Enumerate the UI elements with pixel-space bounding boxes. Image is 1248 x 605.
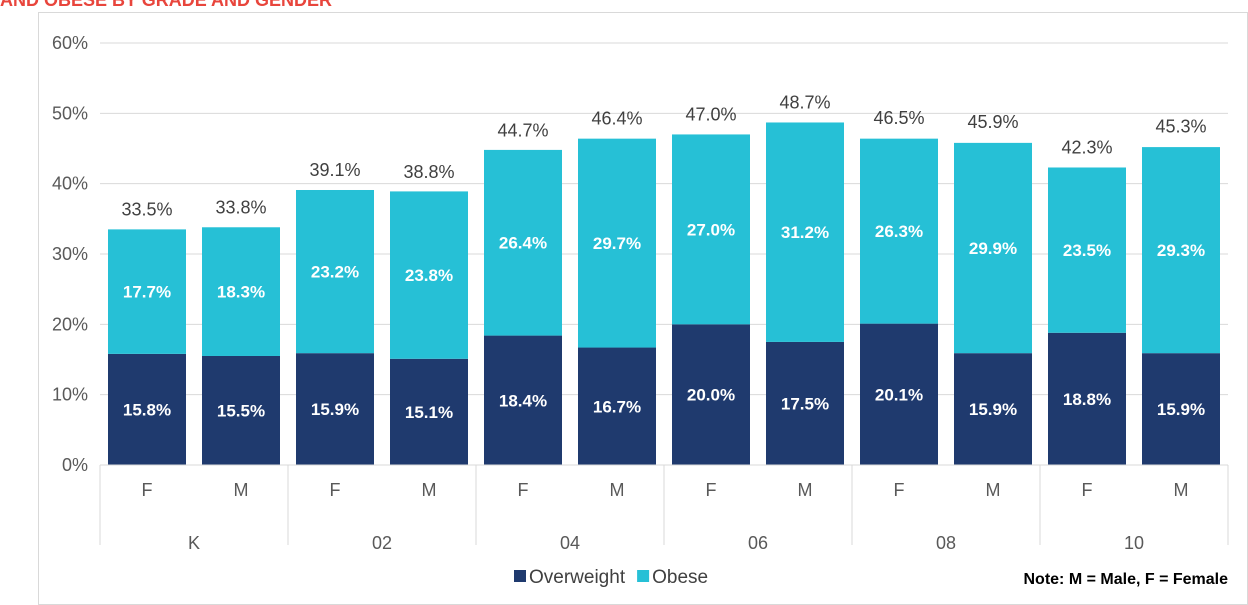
bar-segment [108, 229, 186, 354]
total-label: 48.7% [779, 92, 830, 112]
x-tick-label: M [986, 480, 1001, 500]
data-label: 18.4% [499, 391, 547, 410]
data-label: 15.9% [1157, 400, 1205, 419]
bar-segment [108, 353, 186, 465]
total-label: 38.8% [403, 162, 454, 182]
x-tick-label: M [610, 480, 625, 500]
group-label: 02 [372, 533, 392, 553]
x-tick-label: F [518, 480, 529, 500]
data-label: 23.5% [1063, 241, 1111, 260]
group-label: 06 [748, 533, 768, 553]
group-label: K [188, 533, 200, 553]
bar-segment [766, 341, 844, 465]
y-tick-label: 40% [52, 174, 88, 194]
bar-segment [484, 335, 562, 465]
group-label: 08 [936, 533, 956, 553]
bar-segment [860, 138, 938, 324]
bar-segment [578, 347, 656, 465]
y-tick-label: 10% [52, 385, 88, 405]
data-label: 23.8% [405, 266, 453, 285]
data-label: 23.2% [311, 263, 359, 282]
total-label: 39.1% [309, 160, 360, 180]
chart-title: AND OBESE BY GRADE AND GENDER [0, 0, 332, 10]
data-label: 20.0% [687, 386, 735, 405]
data-label: 26.4% [499, 234, 547, 253]
total-label: 45.3% [1155, 116, 1206, 136]
data-label: 27.0% [687, 220, 735, 239]
total-label: 47.0% [685, 104, 736, 124]
data-label: 26.3% [875, 222, 923, 241]
bar-segment [202, 227, 280, 356]
data-label: 15.5% [217, 401, 265, 420]
data-label: 15.1% [405, 403, 453, 422]
bar-segment [390, 191, 468, 359]
data-label: 16.7% [593, 397, 641, 416]
bar-segment [672, 324, 750, 465]
bar-segment [484, 149, 562, 336]
group-label: 04 [560, 533, 580, 553]
legend-label: Obese [652, 567, 708, 588]
x-tick-label: M [234, 480, 249, 500]
data-label: 17.5% [781, 394, 829, 413]
data-label: 29.9% [969, 239, 1017, 258]
bar-segment [296, 189, 374, 354]
total-label: 46.5% [873, 108, 924, 128]
data-label: 15.9% [311, 400, 359, 419]
bar-segment [578, 138, 656, 348]
data-label: 29.7% [593, 234, 641, 253]
data-label: 18.8% [1063, 390, 1111, 409]
x-tick-label: M [1174, 480, 1189, 500]
total-label: 44.7% [497, 121, 548, 141]
y-tick-label: 30% [52, 244, 88, 264]
bar-segment [1048, 167, 1126, 333]
y-tick-label: 0% [62, 455, 88, 475]
x-tick-label: M [422, 480, 437, 500]
y-tick-label: 50% [52, 103, 88, 123]
legend-label: Overweight [529, 567, 626, 588]
data-label: 17.7% [123, 283, 171, 302]
bar-segment [202, 355, 280, 465]
bar-segment [390, 358, 468, 465]
y-tick-label: 60% [52, 33, 88, 53]
x-tick-label: F [1082, 480, 1093, 500]
bar-segment [954, 353, 1032, 465]
total-label: 45.9% [967, 112, 1018, 132]
legend-swatch [637, 570, 650, 582]
total-label: 42.3% [1061, 137, 1112, 157]
data-label: 29.3% [1157, 241, 1205, 260]
bar-segment [766, 122, 844, 342]
data-label: 15.8% [123, 400, 171, 419]
bar-segment [296, 353, 374, 465]
bar-segment [1142, 353, 1220, 465]
data-label: 31.2% [781, 223, 829, 242]
bar-segment [1142, 147, 1220, 354]
data-label: 18.3% [217, 283, 265, 302]
bar-segment [672, 134, 750, 325]
x-tick-label: F [706, 480, 717, 500]
data-label: 15.9% [969, 400, 1017, 419]
x-tick-label: M [798, 480, 813, 500]
data-label: 20.1% [875, 385, 923, 404]
y-tick-label: 20% [52, 314, 88, 334]
total-label: 46.4% [591, 109, 642, 129]
bar-segment [1048, 332, 1126, 465]
total-label: 33.8% [215, 197, 266, 217]
x-tick-label: F [142, 480, 153, 500]
note: Note: M = Male, F = Female [1024, 571, 1229, 588]
x-tick-label: F [330, 480, 341, 500]
bar-segment [954, 142, 1032, 354]
group-label: 10 [1124, 533, 1144, 553]
x-tick-label: F [894, 480, 905, 500]
total-label: 33.5% [121, 199, 172, 219]
legend-swatch [514, 570, 526, 582]
bar-segment [860, 323, 938, 465]
